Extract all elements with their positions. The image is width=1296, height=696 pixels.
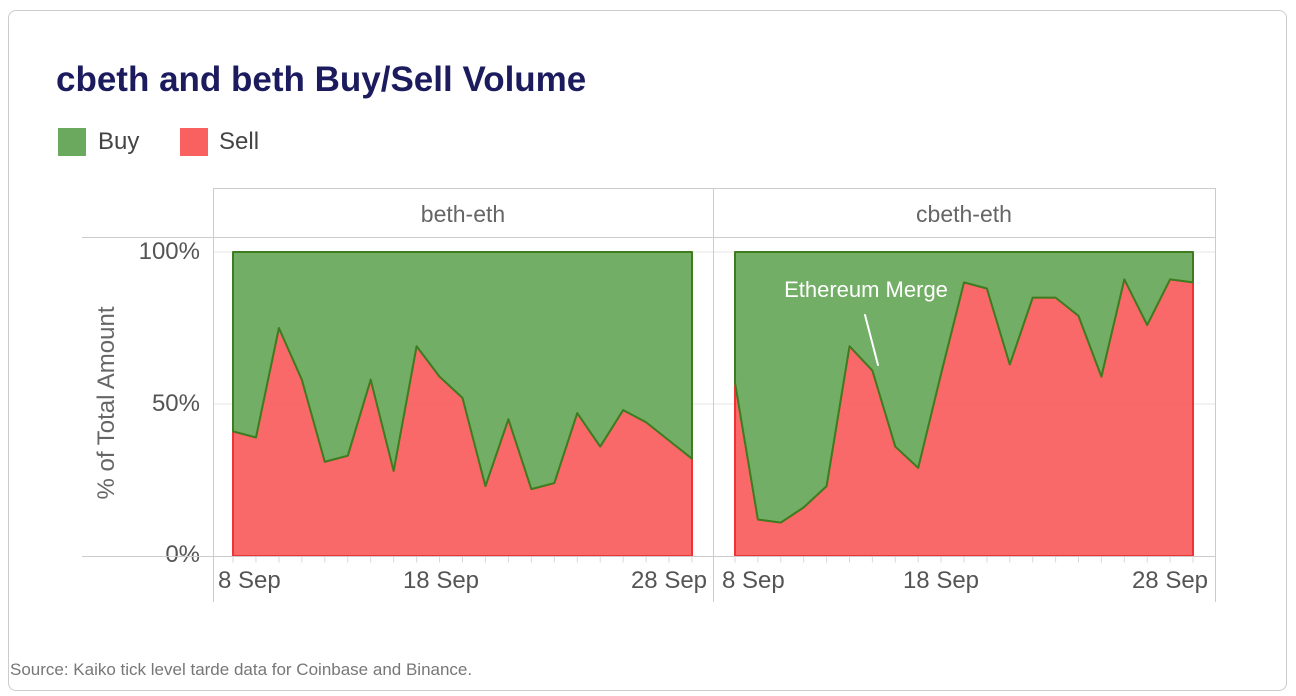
buy-swatch xyxy=(58,128,86,156)
facet-title-beth-eth: beth-eth xyxy=(420,201,506,227)
x-axis-line xyxy=(82,556,1215,557)
strip-top-border xyxy=(213,188,1215,189)
x-tick-right-28sep: 28 Sep xyxy=(1131,567,1209,594)
facet-title-cbeth-eth: cbeth-eth xyxy=(916,201,1012,227)
x-tick-left-8sep: 8 Sep xyxy=(218,567,281,594)
y-tick-100: 100% xyxy=(138,238,200,265)
annotation-ethereum-merge: Ethereum Merge xyxy=(784,277,948,302)
area-chart-cbeth-eth xyxy=(713,251,1215,563)
x-tick-right-8sep: 8 Sep xyxy=(722,567,785,594)
chart-title: cbeth and beth Buy/Sell Volume xyxy=(56,60,587,99)
buy-area xyxy=(232,251,693,491)
legend-label-sell: Sell xyxy=(219,128,260,155)
panel-left-border xyxy=(213,188,214,602)
x-tick-right-18sep: 18 Sep xyxy=(902,567,980,594)
buy-area xyxy=(734,251,1194,524)
y-tick-0: 0% xyxy=(165,541,200,568)
x-tick-left-18sep: 18 Sep xyxy=(402,567,480,594)
panel-right-border xyxy=(1215,188,1216,602)
sell-swatch xyxy=(180,128,208,156)
x-tick-left-28sep: 28 Sep xyxy=(630,567,708,594)
strip-bottom-border xyxy=(82,237,1215,238)
y-tick-50: 50% xyxy=(151,390,200,417)
source-note: Source: Kaiko tick level tarde data for … xyxy=(10,660,473,679)
area-chart-beth-eth xyxy=(213,251,713,563)
annotation-pointer-line xyxy=(864,314,879,366)
card-border xyxy=(8,10,1287,691)
panel-divider-border xyxy=(713,188,714,602)
legend-label-buy: Buy xyxy=(98,128,140,155)
